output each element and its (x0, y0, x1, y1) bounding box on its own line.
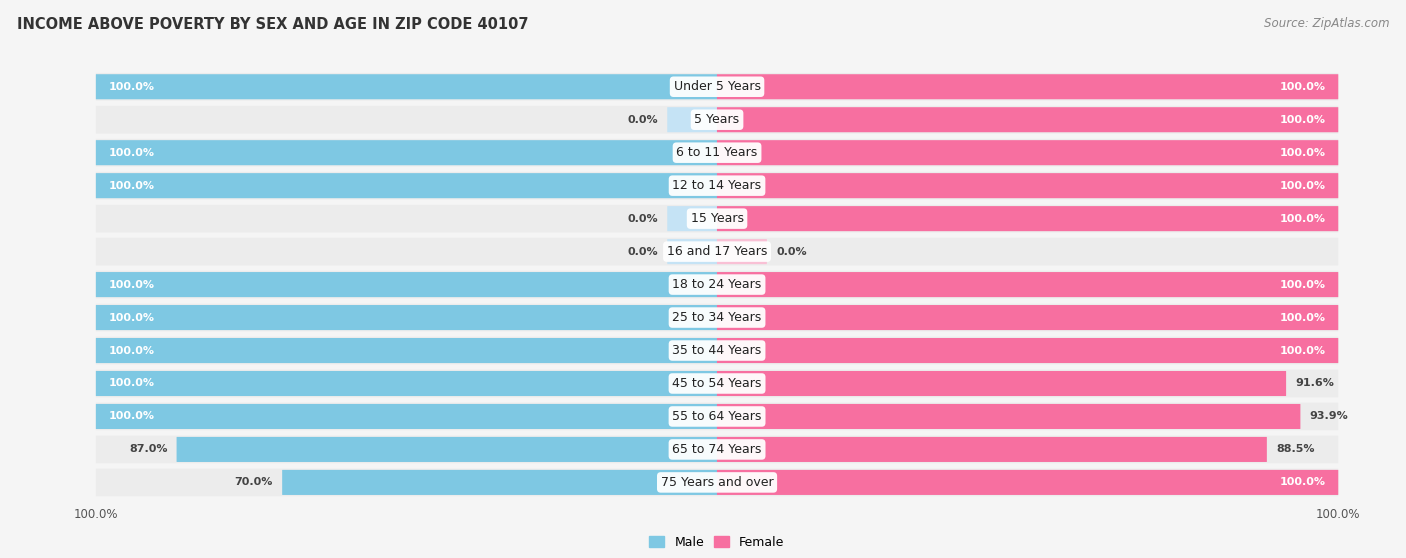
Text: 100.0%: 100.0% (108, 280, 155, 290)
FancyBboxPatch shape (717, 206, 1339, 231)
FancyBboxPatch shape (283, 470, 717, 495)
FancyBboxPatch shape (717, 404, 1301, 429)
Text: 100.0%: 100.0% (1279, 312, 1326, 323)
Text: 0.0%: 0.0% (627, 214, 658, 224)
FancyBboxPatch shape (96, 404, 717, 429)
FancyBboxPatch shape (96, 173, 717, 198)
Text: 100.0%: 100.0% (108, 411, 155, 421)
Text: 91.6%: 91.6% (1295, 378, 1334, 388)
Text: 100.0%: 100.0% (1279, 81, 1326, 92)
Text: 0.0%: 0.0% (627, 247, 658, 257)
Text: 100.0%: 100.0% (1279, 181, 1326, 191)
FancyBboxPatch shape (717, 107, 1339, 132)
FancyBboxPatch shape (96, 271, 1339, 299)
Text: 18 to 24 Years: 18 to 24 Years (672, 278, 762, 291)
FancyBboxPatch shape (717, 437, 1267, 462)
FancyBboxPatch shape (96, 106, 1339, 133)
Text: 75 Years and over: 75 Years and over (661, 476, 773, 489)
FancyBboxPatch shape (96, 469, 1339, 496)
Text: 100.0%: 100.0% (1279, 115, 1326, 125)
FancyBboxPatch shape (96, 73, 1339, 100)
Text: 35 to 44 Years: 35 to 44 Years (672, 344, 762, 357)
Text: 100.0%: 100.0% (108, 181, 155, 191)
FancyBboxPatch shape (177, 437, 717, 462)
Text: 100.0%: 100.0% (108, 345, 155, 355)
Text: 15 Years: 15 Years (690, 212, 744, 225)
Text: 100.0%: 100.0% (1279, 280, 1326, 290)
FancyBboxPatch shape (717, 305, 1339, 330)
Text: 100.0%: 100.0% (108, 148, 155, 158)
Text: 87.0%: 87.0% (129, 444, 167, 454)
FancyBboxPatch shape (96, 403, 1339, 430)
FancyBboxPatch shape (668, 239, 717, 264)
FancyBboxPatch shape (96, 205, 1339, 233)
Text: 88.5%: 88.5% (1277, 444, 1315, 454)
Text: 16 and 17 Years: 16 and 17 Years (666, 245, 768, 258)
Text: 5 Years: 5 Years (695, 113, 740, 126)
Text: INCOME ABOVE POVERTY BY SEX AND AGE IN ZIP CODE 40107: INCOME ABOVE POVERTY BY SEX AND AGE IN Z… (17, 17, 529, 32)
Text: 0.0%: 0.0% (776, 247, 807, 257)
FancyBboxPatch shape (96, 139, 1339, 166)
FancyBboxPatch shape (96, 336, 1339, 364)
Text: 100.0%: 100.0% (1279, 148, 1326, 158)
Text: 100.0%: 100.0% (1279, 478, 1326, 488)
FancyBboxPatch shape (96, 436, 1339, 463)
FancyBboxPatch shape (96, 305, 717, 330)
Text: 12 to 14 Years: 12 to 14 Years (672, 179, 762, 192)
Text: 6 to 11 Years: 6 to 11 Years (676, 146, 758, 159)
FancyBboxPatch shape (96, 140, 717, 165)
FancyBboxPatch shape (96, 74, 717, 99)
FancyBboxPatch shape (96, 238, 1339, 266)
Text: 93.9%: 93.9% (1309, 411, 1348, 421)
FancyBboxPatch shape (717, 470, 1339, 495)
FancyBboxPatch shape (717, 140, 1339, 165)
FancyBboxPatch shape (717, 338, 1339, 363)
FancyBboxPatch shape (96, 272, 717, 297)
FancyBboxPatch shape (717, 239, 766, 264)
Text: 65 to 74 Years: 65 to 74 Years (672, 443, 762, 456)
FancyBboxPatch shape (96, 304, 1339, 331)
FancyBboxPatch shape (96, 338, 717, 363)
Text: Under 5 Years: Under 5 Years (673, 80, 761, 93)
Text: 100.0%: 100.0% (108, 312, 155, 323)
Text: 45 to 54 Years: 45 to 54 Years (672, 377, 762, 390)
FancyBboxPatch shape (668, 206, 717, 231)
Text: 100.0%: 100.0% (108, 378, 155, 388)
FancyBboxPatch shape (717, 74, 1339, 99)
FancyBboxPatch shape (717, 173, 1339, 198)
Text: Source: ZipAtlas.com: Source: ZipAtlas.com (1264, 17, 1389, 30)
FancyBboxPatch shape (717, 371, 1286, 396)
Text: 55 to 64 Years: 55 to 64 Years (672, 410, 762, 423)
Text: 70.0%: 70.0% (235, 478, 273, 488)
FancyBboxPatch shape (96, 369, 1339, 397)
Text: 100.0%: 100.0% (1279, 214, 1326, 224)
Text: 25 to 34 Years: 25 to 34 Years (672, 311, 762, 324)
FancyBboxPatch shape (96, 371, 717, 396)
FancyBboxPatch shape (96, 172, 1339, 200)
Text: 100.0%: 100.0% (1279, 345, 1326, 355)
Text: 100.0%: 100.0% (108, 81, 155, 92)
FancyBboxPatch shape (717, 272, 1339, 297)
Legend: Male, Female: Male, Female (645, 532, 789, 552)
Text: 0.0%: 0.0% (627, 115, 658, 125)
FancyBboxPatch shape (668, 107, 717, 132)
